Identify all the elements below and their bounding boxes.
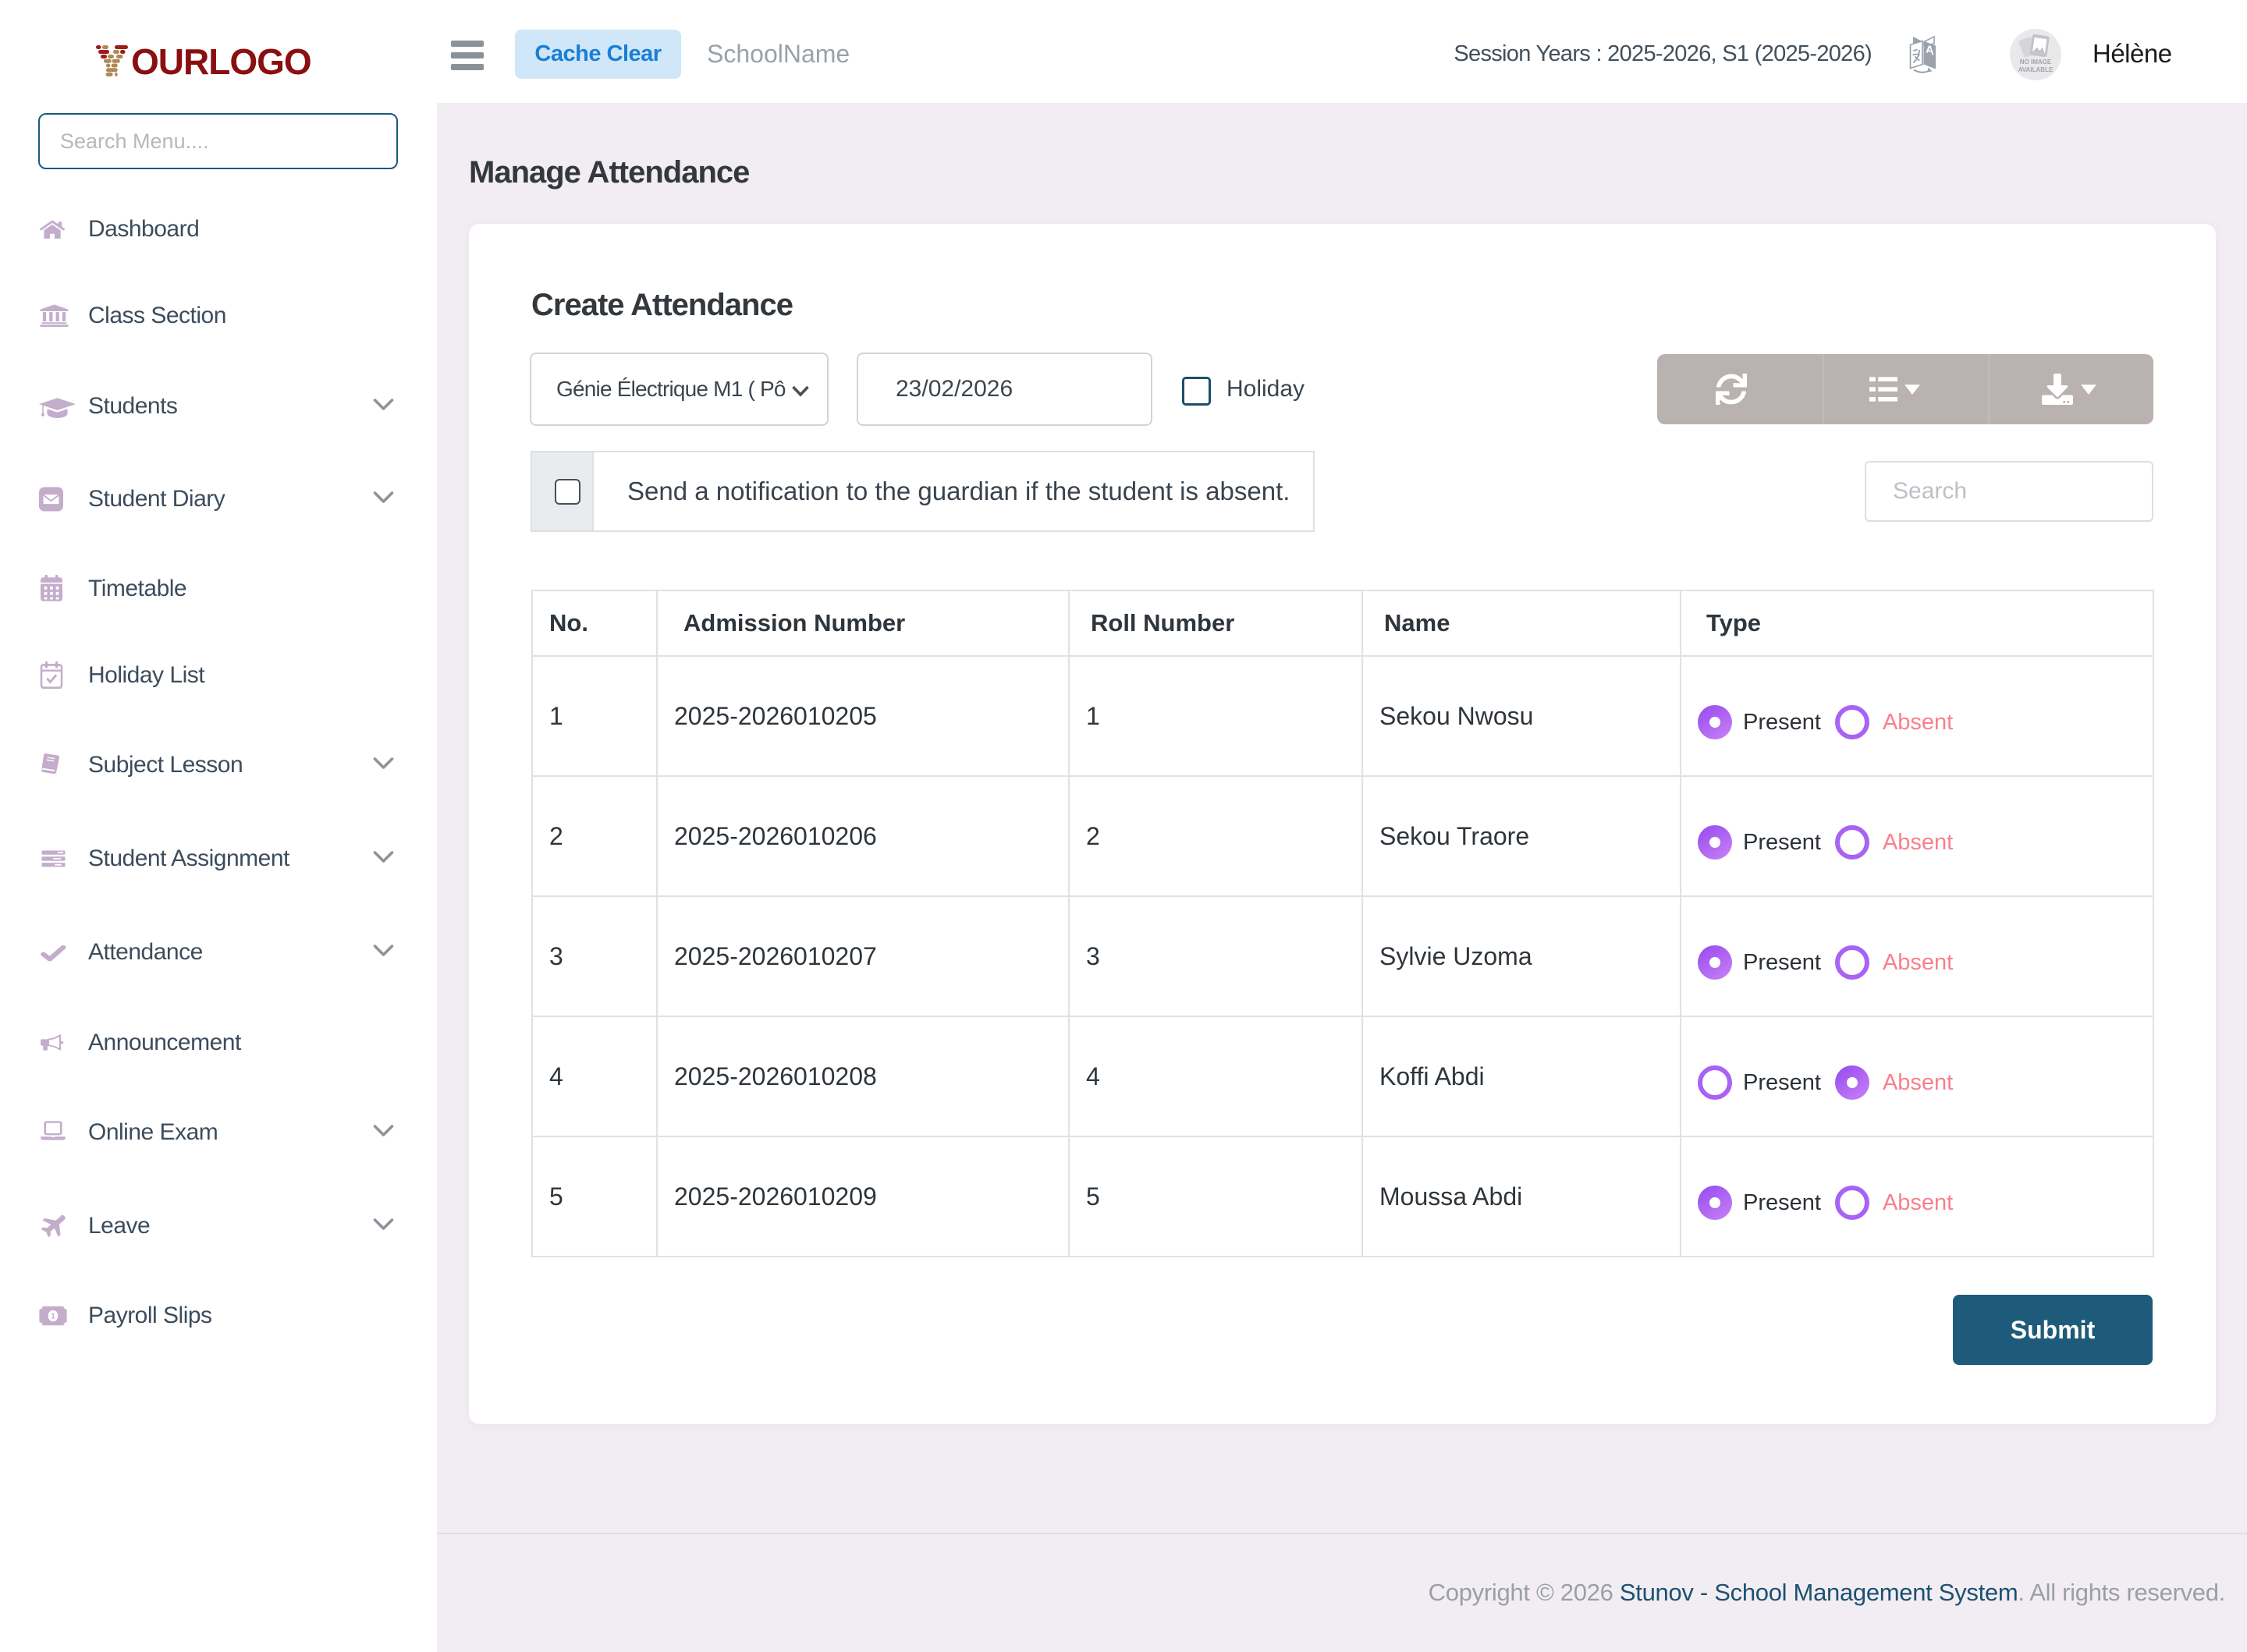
svg-text:OURLOGO: OURLOGO (131, 41, 311, 82)
svg-text:A: A (1926, 42, 1934, 58)
svg-text:1: 1 (51, 1312, 55, 1321)
